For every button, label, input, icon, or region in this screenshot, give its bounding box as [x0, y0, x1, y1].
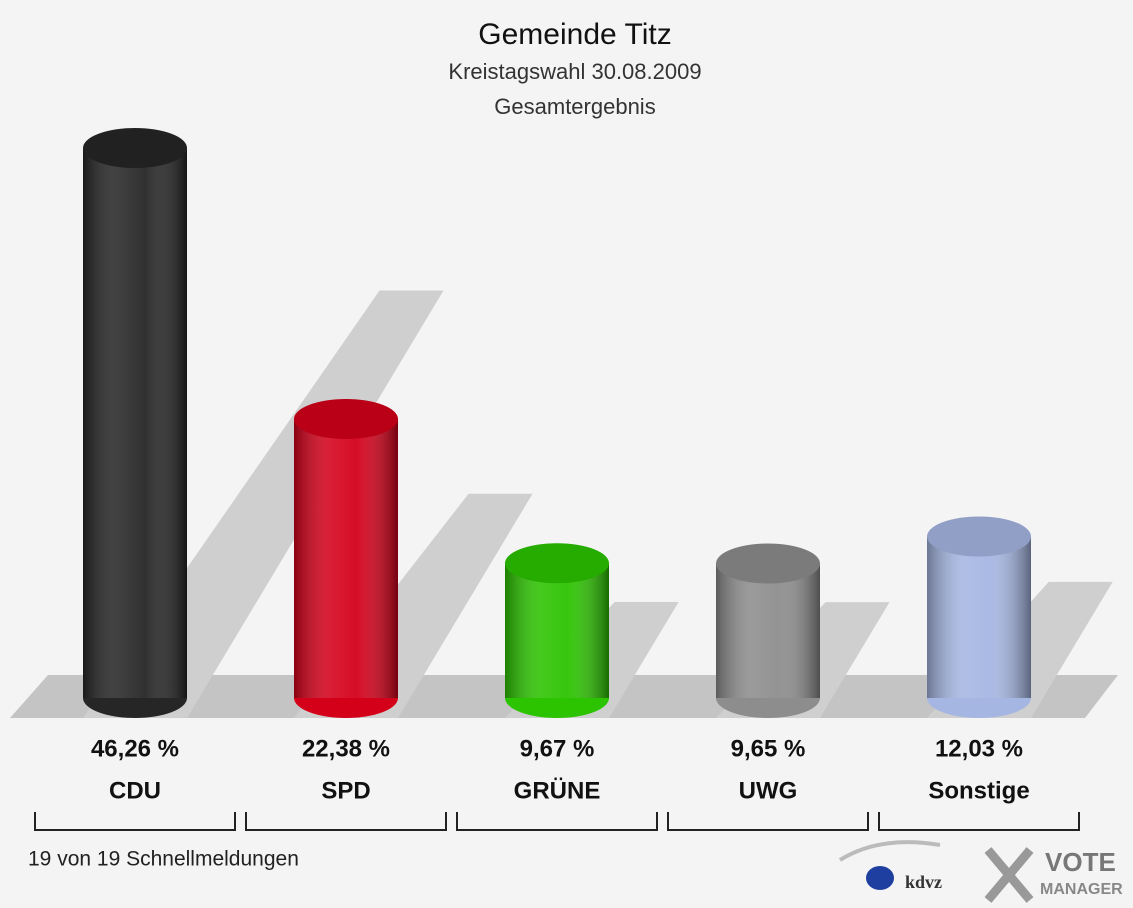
value-label: 22,38 %: [302, 735, 390, 762]
chart-title: Gemeinde Titz: [478, 18, 671, 51]
bar-top-shade: [83, 128, 187, 168]
bar-top-shade: [505, 543, 609, 584]
bar-top: [505, 543, 609, 584]
bracket: [456, 812, 658, 831]
bar-top-shade: [294, 399, 398, 440]
x-tick-label: Sonstige: [928, 777, 1029, 804]
bar-shade: [505, 563, 609, 698]
bar-shade: [294, 419, 398, 698]
bracket: [878, 812, 1080, 831]
x-tick-label: UWG: [739, 777, 798, 804]
bar-top-shade: [927, 516, 1031, 557]
bar-shade: [83, 148, 187, 698]
bar-top: [716, 543, 820, 584]
value-label: 9,65 %: [731, 735, 806, 762]
value-label: 12,03 %: [935, 735, 1023, 762]
x-tick-label: SPD: [321, 777, 370, 804]
bracket: [245, 812, 447, 831]
logo-ball: [866, 866, 894, 890]
logo-text: kdvz: [905, 872, 942, 892]
x-tick-label: GRÜNE: [514, 777, 601, 804]
logo-text: MANAGER: [1040, 881, 1123, 898]
logo: kdvz VOTE MANAGER: [838, 840, 1123, 903]
chart-subtitle: Gesamtergebnis: [494, 94, 655, 119]
logo-x: [984, 847, 1034, 903]
footnote: 19 von 19 Schnellmeldungen: [28, 848, 299, 871]
bar-shade: [716, 563, 820, 698]
bar-top-shade: [716, 543, 820, 584]
value-label: 9,67 %: [520, 735, 595, 762]
logo-swoosh: [838, 840, 941, 862]
bracket: [34, 812, 236, 831]
bar-top: [83, 128, 187, 168]
value-label: 46,26 %: [91, 735, 179, 762]
bar-top: [927, 516, 1031, 557]
chart-subtitle: Kreistagswahl 30.08.2009: [448, 59, 701, 84]
x-tick-label: CDU: [109, 777, 161, 804]
bar-shade: [927, 536, 1031, 698]
logo-text: VOTE: [1045, 847, 1116, 877]
bracket: [667, 812, 869, 831]
bar-top: [294, 399, 398, 440]
